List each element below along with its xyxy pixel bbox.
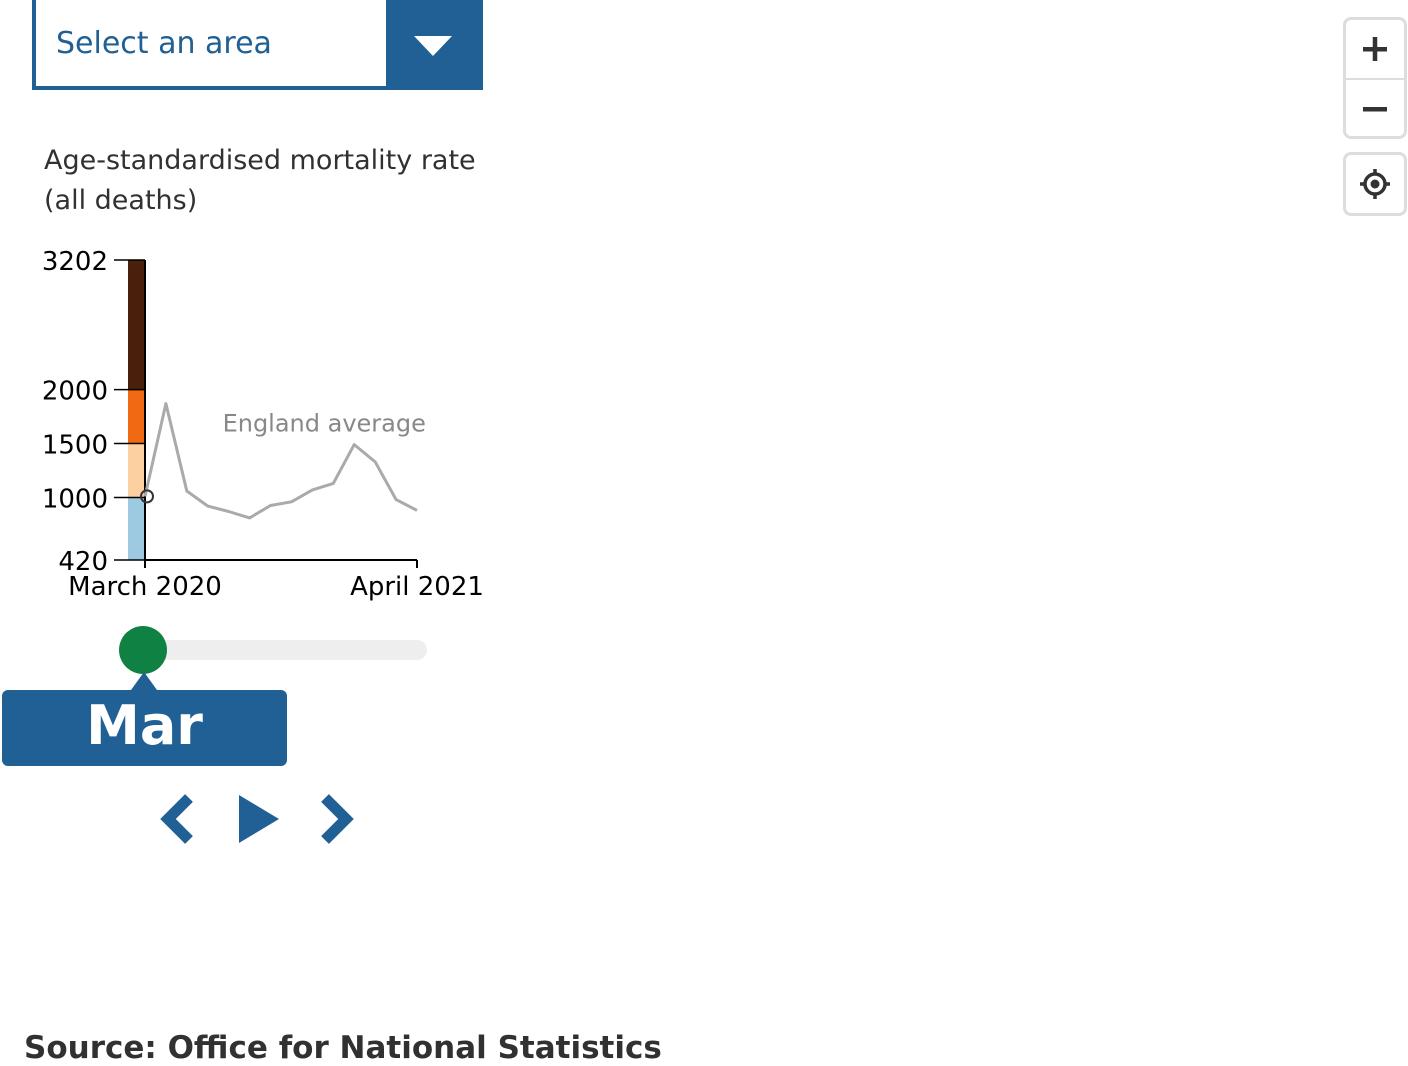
legend-color-segment	[128, 443, 145, 498]
selected-value-marker	[140, 489, 154, 504]
legend-title-line-2: (all deaths)	[44, 185, 198, 216]
x-tick-label: April 2021	[350, 572, 484, 602]
y-tick-label: 3202	[42, 247, 108, 277]
chevron-right-icon	[321, 794, 354, 844]
legend-color-segment	[128, 260, 145, 390]
play-icon	[239, 795, 279, 843]
y-tick-label: 1000	[42, 484, 108, 514]
play-button[interactable]	[236, 792, 282, 846]
plus-icon	[1363, 37, 1387, 61]
source-note: Source: Office for National Statistics	[24, 1030, 662, 1066]
zoom-in-button[interactable]	[1346, 20, 1404, 78]
zoom-divider	[1346, 78, 1404, 80]
y-tick-label: 420	[58, 547, 108, 577]
legend-title: Age-standardised mortality rate (all dea…	[44, 141, 484, 221]
chevron-down-icon	[414, 36, 452, 56]
zoom-control	[1343, 17, 1407, 139]
england-average-line	[143, 402, 418, 520]
locate-icon	[1360, 169, 1390, 199]
legend-title-line-1: Age-standardised mortality rate	[44, 145, 476, 176]
area-select-dropdown[interactable]: Select an area	[32, 0, 483, 90]
area-select-toggle-button[interactable]	[386, 0, 479, 86]
date-tooltip: Mar 2020	[2, 690, 287, 820]
minus-icon	[1363, 107, 1387, 112]
y-tick-label: 2000	[42, 377, 108, 407]
date-tooltip-arrow	[131, 672, 157, 690]
next-button[interactable]	[316, 792, 358, 846]
legend-line-chart: 420 1000 1500 2000 3202 March 2020 April 2021 E…	[42, 247, 484, 602]
current-date-label: Mar 2020	[69, 694, 220, 820]
timeline-slider-thumb[interactable]	[119, 626, 167, 674]
area-select-label: Select an area	[56, 26, 272, 61]
locate-button[interactable]	[1343, 152, 1407, 216]
x-tick-label: March 2020	[68, 572, 222, 602]
legend-color-segment	[128, 497, 145, 560]
timeline-slider-track[interactable]	[130, 640, 427, 660]
series-label: England average	[223, 410, 426, 438]
previous-button[interactable]	[156, 792, 198, 846]
zoom-out-button[interactable]	[1346, 80, 1404, 136]
legend-color-segment	[128, 389, 145, 444]
y-tick-label: 1500	[42, 431, 108, 461]
chevron-left-icon	[160, 794, 193, 844]
